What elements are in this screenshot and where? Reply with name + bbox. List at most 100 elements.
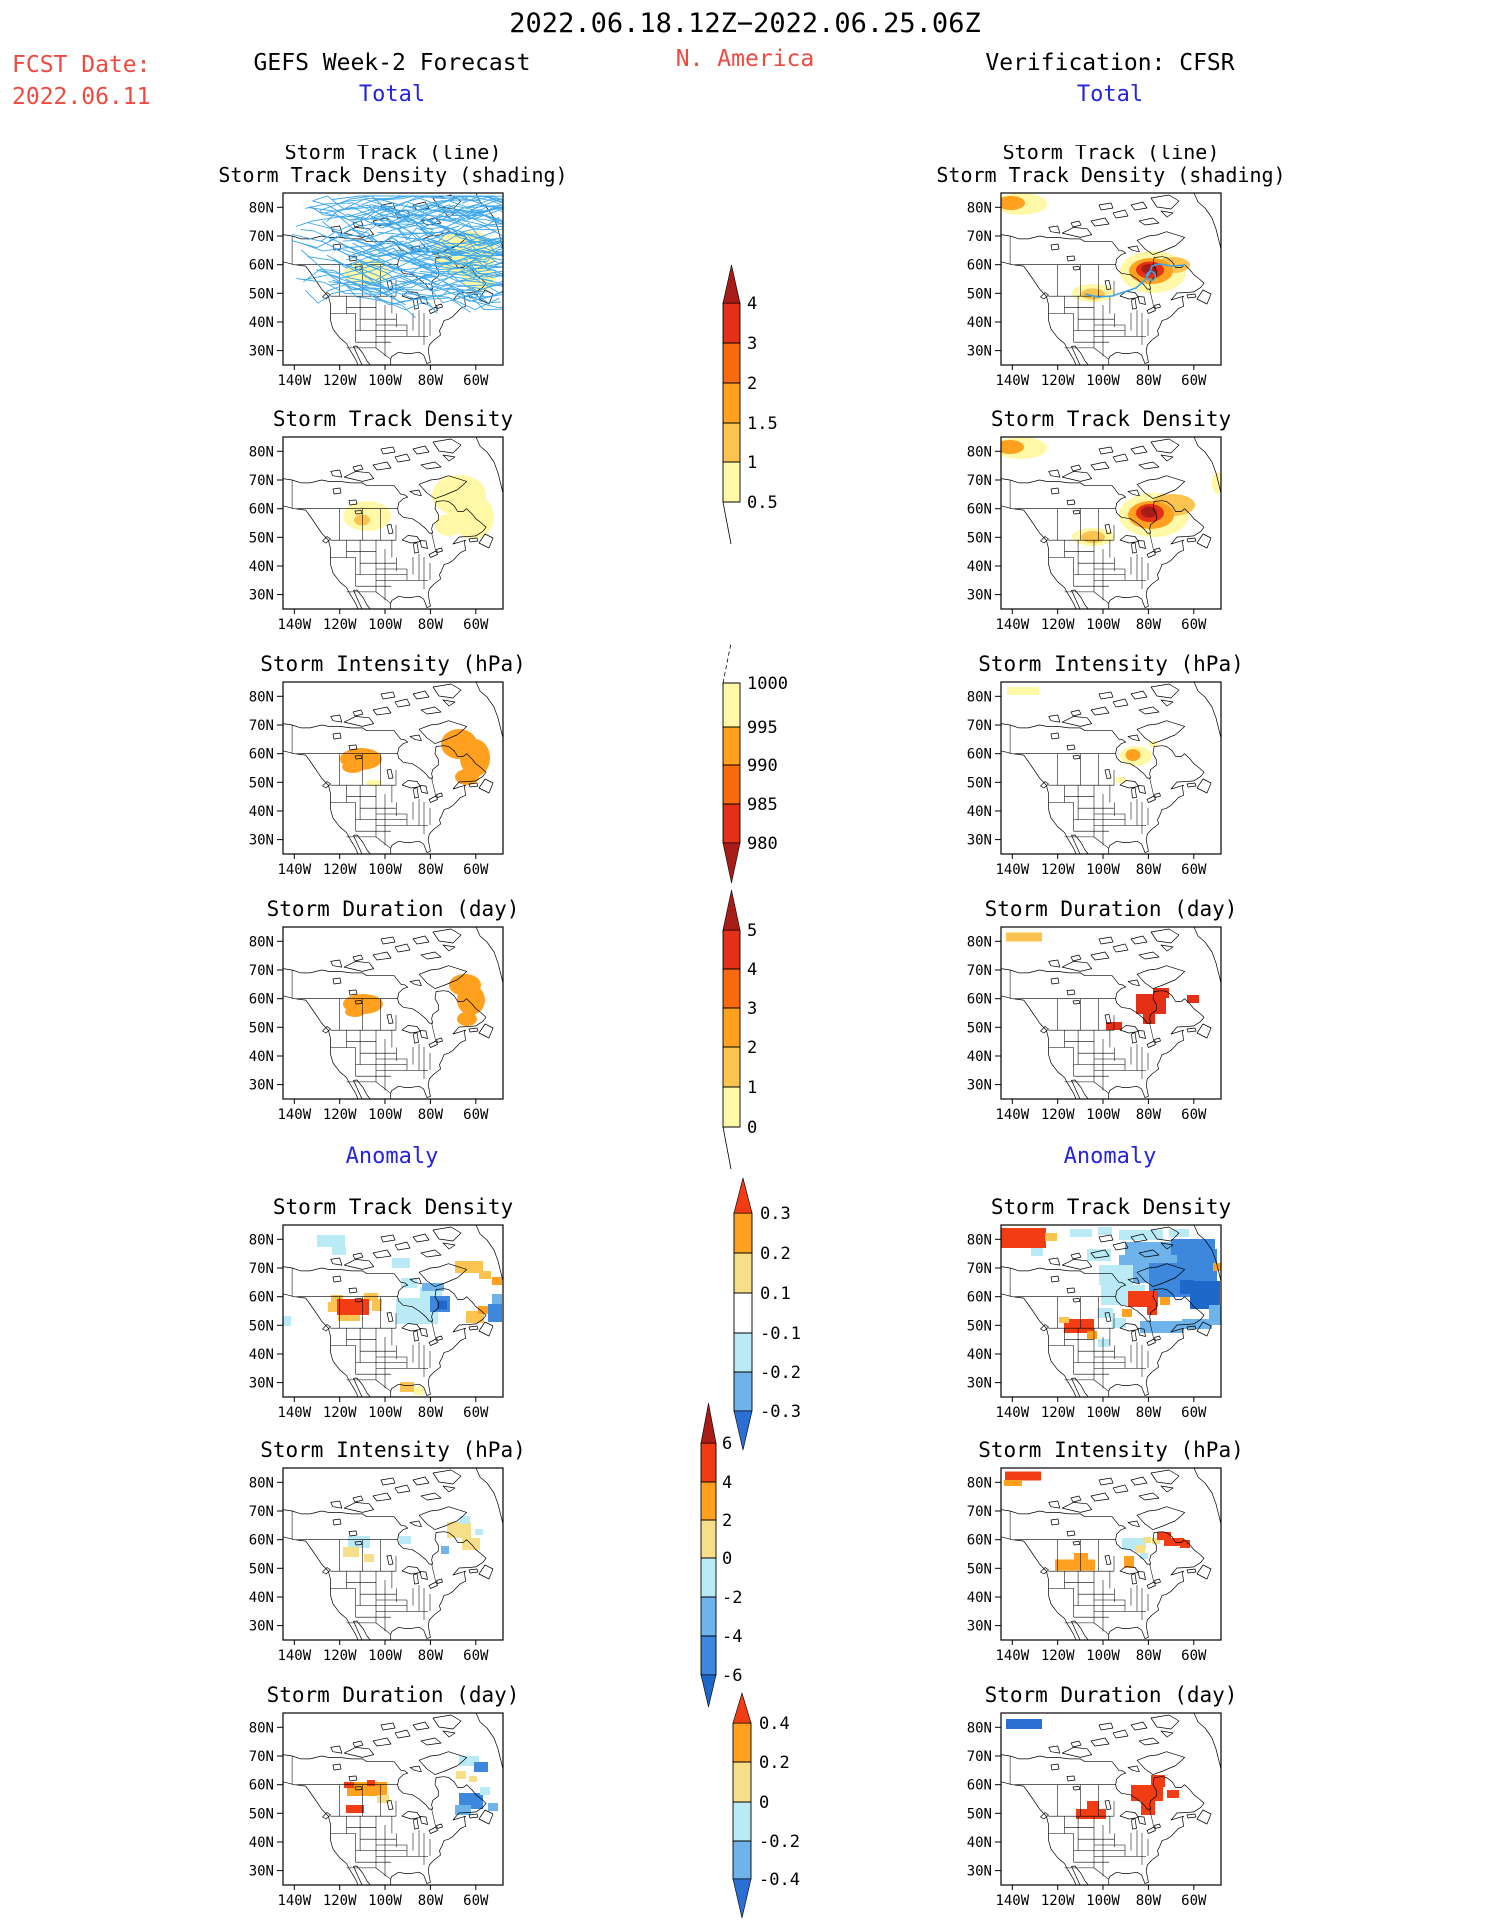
lat-tick-label: 30N <box>249 833 274 849</box>
lat-tick-label: 30N <box>967 1078 992 1094</box>
lon-tick-label: 140W <box>277 1648 311 1664</box>
lon-tick-label: 100W <box>368 862 402 878</box>
lon-tick-label: 100W <box>368 1107 402 1123</box>
lat-tick-label: 30N <box>967 833 992 849</box>
lon-tick-label: 100W <box>1086 1405 1120 1421</box>
lon-tick-label: 80W <box>418 617 444 633</box>
map-panel-L4: Storm Duration (day) 80N 70N 60N 50N 40N 30N14… <box>249 897 520 1123</box>
colorbar-tick-label: 980 <box>747 834 778 854</box>
map-panel-R2: Storm Track Density 80N 70N 60N 50N 40N 30N140… <box>967 407 1231 633</box>
lat-tick-label: 30N <box>967 344 992 360</box>
colorbar-tick-label: 6 <box>722 1434 732 1454</box>
lat-tick-label: 40N <box>967 559 992 575</box>
map-panel-L2: Storm Track Density 80N 70N 60N 50N 40N 30N140… <box>249 407 513 633</box>
lon-tick-label: 100W <box>1086 1107 1120 1123</box>
lon-tick-label: 100W <box>1086 1893 1120 1909</box>
lat-tick-label: 50N <box>967 775 992 791</box>
lat-tick-label: 40N <box>249 1049 274 1065</box>
map-panel-R5: Storm Track Density 80N 70N 60N 50N 40N 30N140… <box>967 1195 1231 1421</box>
lat-tick-label: 60N <box>967 747 992 763</box>
lon-tick-label: 120W <box>323 1405 357 1421</box>
panel-title-line2: Storm Track Density (shading) <box>218 163 567 187</box>
lat-tick-label: 60N <box>967 258 992 274</box>
lat-tick-label: 40N <box>967 1049 992 1065</box>
lat-tick-label: 70N <box>967 1749 992 1765</box>
lat-tick-label: 30N <box>967 1864 992 1880</box>
colorbar-tick-label: 4 <box>722 1473 732 1493</box>
panel-title: Storm Track Density <box>273 1195 513 1219</box>
lon-tick-label: 120W <box>1041 862 1075 878</box>
lat-tick-label: 30N <box>249 344 274 360</box>
lat-tick-label: 40N <box>249 559 274 575</box>
panel-title-line1: Storm Track (line) <box>285 145 502 164</box>
colorbar-tick-label: -0.2 <box>760 1363 801 1383</box>
lat-tick-label: 70N <box>249 718 274 734</box>
lat-tick-label: 50N <box>967 1020 992 1036</box>
lat-tick-label: 50N <box>249 1020 274 1036</box>
lon-tick-label: 80W <box>418 862 444 878</box>
map-panel-R6: Storm Intensity (hPa)80N70N60N50N40N30N1… <box>967 1438 1244 1664</box>
lon-tick-label: 140W <box>995 1893 1029 1909</box>
lat-tick-label: 60N <box>249 1778 274 1794</box>
colorbar-tick-label: 5 <box>747 921 757 941</box>
lat-tick-label: 70N <box>967 963 992 979</box>
colorbar-tick-label: 985 <box>747 795 778 815</box>
lat-tick-label: 30N <box>249 1619 274 1635</box>
colorbar-tick-label: 3 <box>747 334 757 354</box>
lat-tick-label: 60N <box>967 1533 992 1549</box>
lat-tick-label: 50N <box>967 286 992 302</box>
fcst-date-value: 2022.06.11 <box>12 84 151 110</box>
colorbar-tick-label: -6 <box>722 1666 742 1686</box>
lon-tick-label: 140W <box>995 1648 1029 1664</box>
map-panel-L3: Storm Intensity (hPa)80N70N60N50N40N30N1… <box>249 652 526 878</box>
lat-tick-label: 50N <box>967 1318 992 1334</box>
lat-tick-label: 50N <box>967 1806 992 1822</box>
lat-tick-label: 80N <box>967 1232 992 1248</box>
lon-tick-label: 80W <box>418 373 444 389</box>
lon-tick-label: 60W <box>1181 1405 1207 1421</box>
lat-tick-label: 70N <box>967 1261 992 1277</box>
map-panel-R4: Storm Duration (day) 80N 70N 60N 50N 40N 30N14… <box>967 897 1238 1123</box>
lat-tick-label: 50N <box>249 775 274 791</box>
panel-title: Storm Duration (day) <box>985 1683 1238 1707</box>
lat-tick-label: 70N <box>967 718 992 734</box>
lon-tick-label: 120W <box>323 1648 357 1664</box>
lat-tick-label: 50N <box>249 1318 274 1334</box>
lon-tick-label: 100W <box>368 1405 402 1421</box>
lat-tick-label: 40N <box>967 1347 992 1363</box>
lon-tick-label: 100W <box>368 373 402 389</box>
lat-tick-label: 40N <box>967 1590 992 1606</box>
map-shading <box>1001 193 1221 365</box>
lon-tick-label: 80W <box>1136 373 1162 389</box>
map-shading <box>283 927 503 1099</box>
colorbar-tick-label: 995 <box>747 718 778 738</box>
lon-tick-label: 120W <box>1041 1893 1075 1909</box>
lon-tick-label: 100W <box>1086 862 1120 878</box>
lat-tick-label: 50N <box>967 1561 992 1577</box>
lon-tick-label: 140W <box>277 1107 311 1123</box>
map-panel-R1: Storm Track (line)Storm Track Density (s… <box>936 145 1285 389</box>
lat-tick-label: 80N <box>249 200 274 216</box>
map-shading <box>283 1468 503 1640</box>
panel-title-line2: Storm Track Density (shading) <box>936 163 1285 187</box>
lon-tick-label: 140W <box>277 1893 311 1909</box>
model-label: GEFS Week-2 Forecast <box>253 50 531 76</box>
lat-tick-label: 80N <box>967 934 992 950</box>
colorbar-tick-label: 0 <box>722 1549 732 1569</box>
lat-tick-label: 70N <box>967 229 992 245</box>
panel-title: Storm Track Density <box>991 407 1231 431</box>
map-panel-R3: Storm Intensity (hPa)80N70N60N50N40N30N1… <box>967 652 1244 878</box>
map-shading <box>1001 1468 1221 1640</box>
lon-tick-label: 100W <box>1086 1648 1120 1664</box>
total-heading-right: Total <box>1076 82 1144 107</box>
panel-title: Storm Intensity (hPa) <box>260 1438 526 1462</box>
colorbar-tick-label: -0.1 <box>760 1324 801 1344</box>
lat-tick-label: 40N <box>249 1835 274 1851</box>
colorbar-tick-label: 0.3 <box>760 1204 791 1224</box>
lon-tick-label: 140W <box>995 373 1029 389</box>
colorbar-tick-label: 4 <box>747 294 757 314</box>
colorbar-tick-label: -0.4 <box>759 1870 800 1890</box>
lat-tick-label: 40N <box>967 315 992 331</box>
lon-tick-label: 80W <box>1136 862 1162 878</box>
